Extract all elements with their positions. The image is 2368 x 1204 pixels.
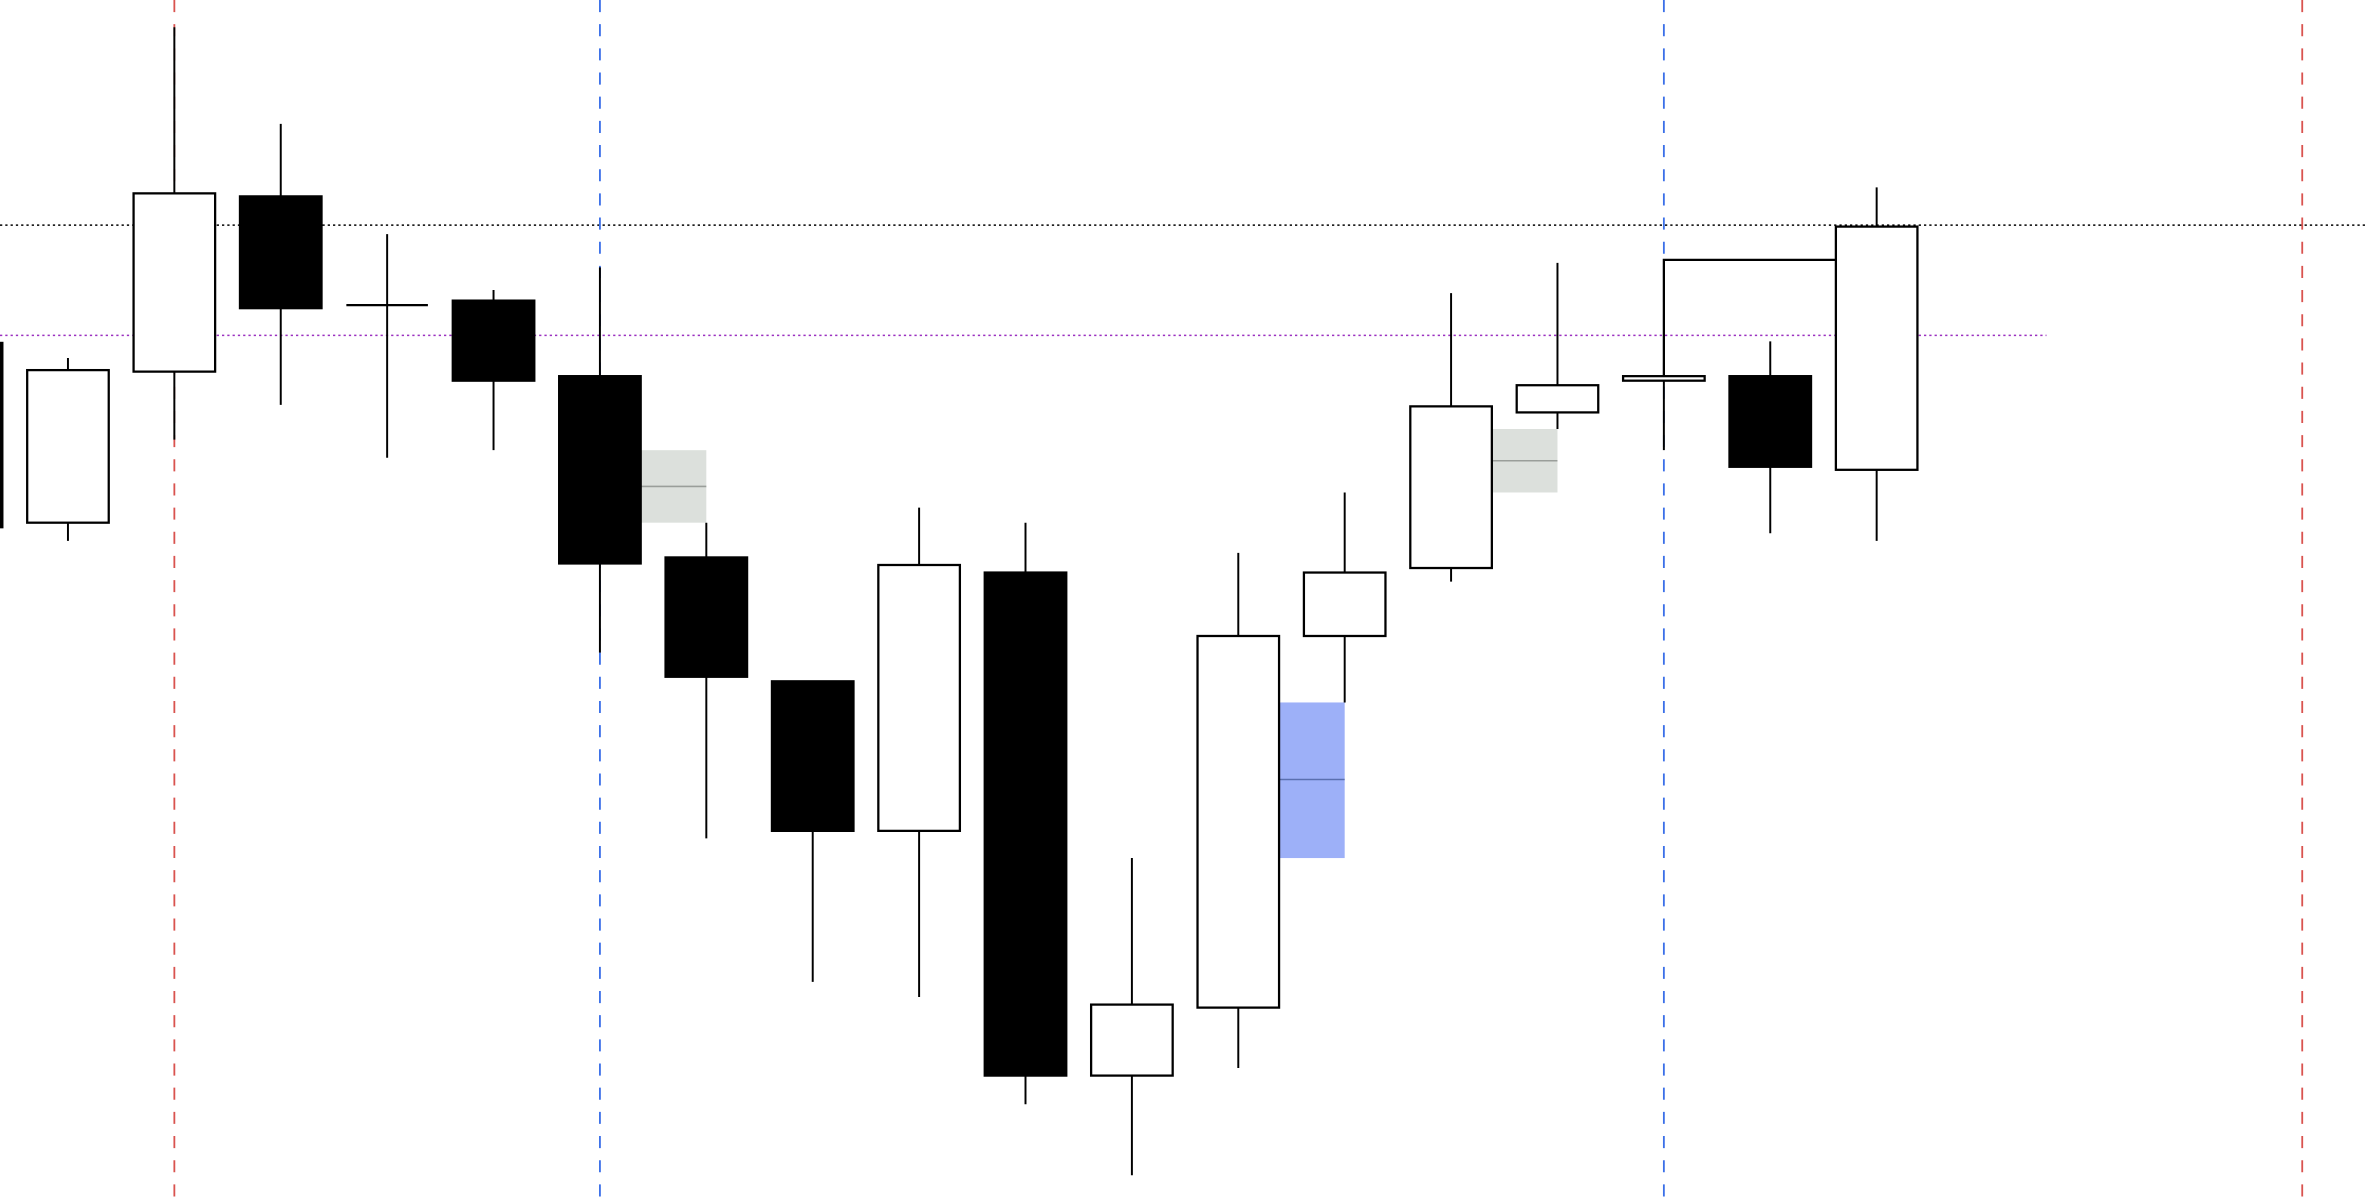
candle-body (770, 680, 855, 832)
candle (770, 680, 855, 982)
candle (1302, 492, 1387, 703)
candle-body (1409, 405, 1493, 570)
candle-body (132, 192, 217, 373)
candle (1409, 293, 1493, 582)
candles-layer (0, 27, 1919, 1176)
candle (132, 27, 217, 440)
zones-layer (640, 429, 1558, 859)
candle (1196, 552, 1281, 1069)
candle-body (877, 563, 962, 832)
candle (877, 507, 962, 998)
candle-body (1834, 225, 1919, 471)
candle (451, 290, 536, 451)
candle (983, 522, 1068, 1105)
candle (1728, 341, 1813, 534)
candle-body (238, 195, 323, 310)
candle-body (1196, 634, 1281, 1009)
candle (1089, 858, 1174, 1176)
candle-body (1515, 384, 1600, 414)
candle-body (1089, 1003, 1174, 1077)
candle-body (1621, 375, 1706, 382)
candle (558, 267, 642, 653)
candle-body (983, 571, 1068, 1077)
candle (26, 358, 110, 541)
candle (238, 123, 323, 405)
candle (1834, 187, 1919, 541)
candle-body (664, 556, 749, 678)
candle (0, 341, 4, 529)
candle-body (26, 368, 110, 524)
candle-body (0, 341, 4, 529)
candle (1515, 262, 1600, 430)
candle (1621, 375, 1706, 451)
horizontal-lines-layer (0, 224, 2368, 337)
bracket-layer (1662, 258, 1836, 377)
candle (346, 234, 428, 458)
candle-body (1302, 571, 1387, 638)
candle-body (558, 375, 642, 565)
candle-body (1728, 375, 1813, 468)
candle (664, 522, 749, 839)
candle-body (451, 299, 536, 382)
bracket-line (1662, 258, 1836, 377)
